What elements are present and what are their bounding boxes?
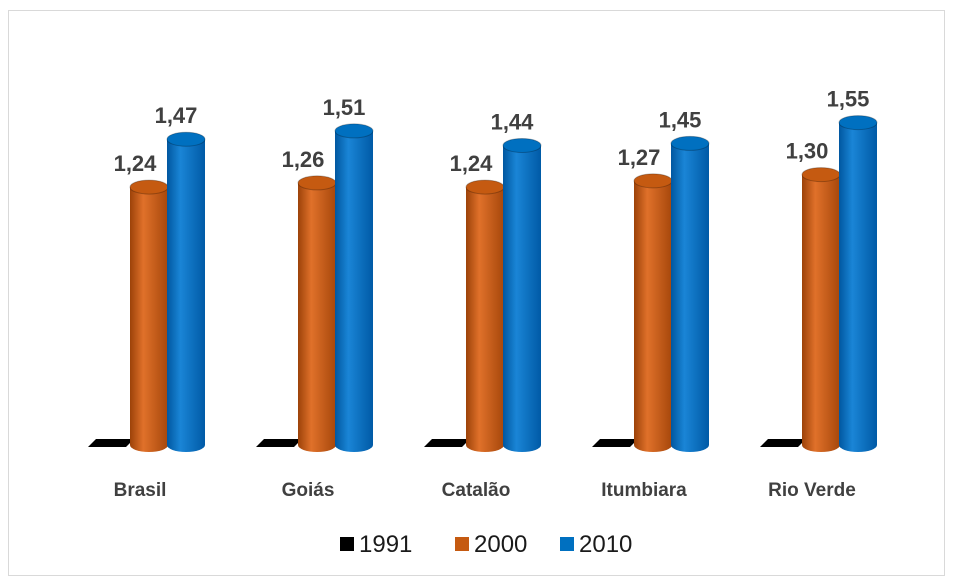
bar-2000-itumbiara bbox=[633, 173, 673, 452]
data-label-2010-catalao: 1,44 bbox=[491, 109, 535, 134]
data-label-2010-itumbiara: 1,45 bbox=[659, 107, 702, 132]
bar-1991-catalao bbox=[424, 439, 470, 447]
legend: 1991 2000 2010 bbox=[340, 531, 632, 558]
bar-1991-brasil bbox=[88, 439, 134, 447]
bar-1991-rio-verde bbox=[760, 439, 806, 447]
data-labels-group: 1,24 1,47 1,26 1,51 1,24 1,44 1,27 1,45 1,30 1,55 bbox=[114, 87, 870, 176]
bar-2000-rio-verde bbox=[801, 167, 841, 452]
data-label-2000-goias: 1,26 bbox=[282, 147, 325, 172]
data-label-2000-brasil: 1,24 bbox=[114, 151, 158, 176]
category-labels-group: Brasil Goiás Catalão Itumbiara Rio Verde bbox=[114, 480, 856, 501]
data-label-2010-rio-verde: 1,55 bbox=[827, 87, 870, 112]
category-label: Goiás bbox=[282, 480, 335, 501]
legend-item-1991: 1991 bbox=[340, 531, 412, 558]
bar-2010-brasil bbox=[166, 131, 206, 453]
bar-1991-itumbiara bbox=[592, 439, 638, 447]
data-label-2010-brasil: 1,47 bbox=[155, 103, 198, 128]
bar-2010-catalao bbox=[502, 137, 542, 453]
bar-2000-brasil bbox=[129, 179, 169, 452]
bar-2010-itumbiara bbox=[670, 135, 710, 452]
data-label-2010-goias: 1,51 bbox=[323, 95, 366, 120]
bar-1991-goias bbox=[256, 439, 302, 447]
legend-item-2010: 2010 bbox=[560, 531, 632, 558]
data-label-2000-catalao: 1,24 bbox=[450, 151, 494, 176]
bar-2000-catalao bbox=[465, 179, 505, 452]
bar-2010-goias bbox=[334, 123, 374, 453]
category-label: Rio Verde bbox=[768, 480, 856, 501]
category-label: Brasil bbox=[114, 480, 167, 501]
legend-swatch bbox=[455, 537, 469, 551]
data-label-2000-itumbiara: 1,27 bbox=[618, 145, 661, 170]
bar-2010-rio-verde bbox=[838, 115, 878, 452]
bars-group bbox=[88, 115, 878, 453]
data-label-2000-rio-verde: 1,30 bbox=[786, 139, 829, 164]
legend-swatch bbox=[560, 537, 574, 551]
legend-swatch bbox=[340, 537, 354, 551]
legend-label: 2000 bbox=[474, 531, 527, 558]
category-label: Itumbiara bbox=[601, 480, 687, 501]
bar-2000-goias bbox=[297, 175, 337, 452]
legend-label: 2010 bbox=[579, 531, 632, 558]
category-label: Catalão bbox=[442, 480, 511, 501]
legend-item-2000: 2000 bbox=[455, 531, 527, 558]
legend-label: 1991 bbox=[359, 531, 412, 558]
